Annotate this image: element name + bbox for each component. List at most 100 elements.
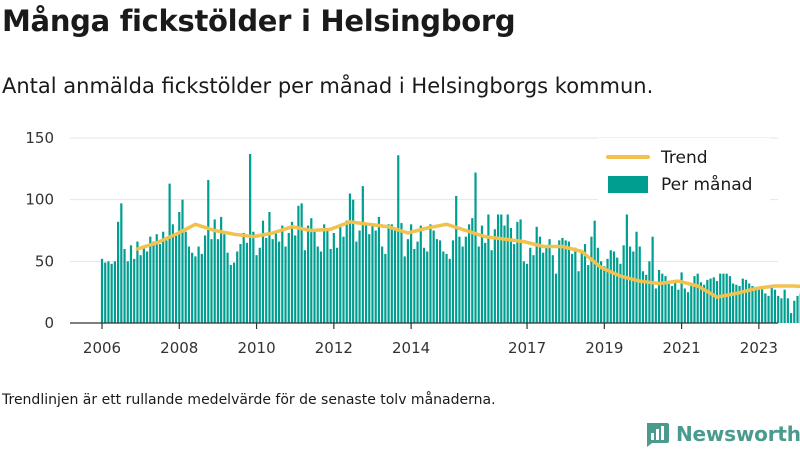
bar (194, 256, 197, 323)
brand-logo: Newsworthy (644, 420, 800, 448)
bar (384, 253, 387, 323)
bar (294, 235, 297, 323)
bar (777, 295, 780, 323)
bar (667, 283, 670, 323)
bar (699, 282, 703, 323)
x-tick-label: 2014 (392, 339, 430, 357)
bar (390, 224, 393, 323)
bar (316, 246, 319, 323)
bar (529, 247, 532, 323)
bar (480, 225, 484, 323)
bar (654, 288, 657, 323)
bar (748, 283, 751, 323)
bar (178, 212, 181, 323)
bar (545, 246, 548, 323)
bar (310, 218, 313, 323)
bar (191, 252, 194, 323)
bar (493, 229, 496, 323)
bar (761, 286, 764, 323)
legend-swatch-per-manad (608, 176, 648, 193)
bar (303, 250, 306, 323)
bar (397, 155, 400, 323)
bar (174, 234, 178, 323)
bar (326, 230, 329, 323)
bar (171, 224, 174, 323)
bar (703, 284, 706, 323)
y-tick-label: 150 (25, 129, 54, 147)
brand-name: Newsworthy (676, 422, 800, 446)
bar (355, 241, 358, 323)
bar (381, 246, 384, 323)
bar (113, 261, 116, 323)
bar (648, 261, 651, 323)
bar (249, 154, 252, 323)
bar (645, 274, 648, 323)
bar (290, 221, 294, 323)
bar (268, 212, 271, 323)
x-tick-label: 2019 (585, 339, 623, 357)
bar (455, 195, 458, 323)
bar (741, 278, 744, 323)
x-tick-label: 2006 (83, 339, 121, 357)
bar (274, 230, 277, 323)
bar (632, 251, 635, 323)
bar (335, 247, 339, 323)
bar (744, 279, 748, 323)
bar (252, 231, 255, 323)
bar (136, 241, 139, 323)
axes: 0 50 100 150 2006 2008 2010 2012 2014 2017 2019 202… (25, 129, 778, 357)
newsworthy-logo-icon (647, 423, 669, 447)
bar (110, 263, 113, 323)
bar (442, 251, 445, 323)
bar (686, 292, 690, 323)
bar (477, 246, 480, 323)
bar (767, 295, 770, 323)
bar (100, 258, 104, 323)
bar (210, 239, 213, 323)
bar (410, 224, 413, 323)
bar (525, 263, 529, 323)
bar (426, 251, 429, 323)
bar (162, 231, 165, 323)
bar (339, 225, 342, 323)
bar (226, 252, 229, 323)
bar (358, 230, 361, 323)
bar (236, 251, 239, 323)
bar (158, 244, 162, 323)
bar (149, 236, 152, 323)
bar (184, 231, 187, 323)
bar (332, 232, 335, 323)
bar (377, 216, 381, 323)
bar (500, 214, 503, 323)
bar (600, 261, 603, 323)
bar (764, 293, 767, 323)
bar (780, 298, 783, 323)
bar (271, 239, 274, 323)
legend-label-per-manad: Per månad (661, 174, 752, 195)
bar (261, 220, 265, 323)
bar (728, 276, 731, 323)
bar (461, 246, 464, 323)
bar (329, 249, 332, 323)
bar (484, 242, 487, 323)
bar (509, 228, 513, 323)
bar (145, 251, 149, 323)
bar (603, 266, 606, 323)
bar (413, 249, 416, 323)
chart-subtitle: Antal anmälda fickstölder per månad i He… (2, 74, 654, 98)
bar (313, 230, 316, 323)
bar (793, 300, 796, 323)
bar (548, 239, 551, 323)
bar (558, 240, 561, 323)
chart-area: 0 50 100 150 2006 2008 2010 2012 2014 2017 2019 202… (25, 129, 800, 357)
bar (638, 246, 641, 323)
bar (239, 244, 242, 323)
bar (306, 225, 310, 323)
bar (364, 224, 368, 323)
bar (612, 251, 616, 323)
bar (567, 241, 570, 323)
bar (429, 224, 432, 323)
bar (561, 237, 564, 323)
bar (258, 247, 261, 323)
bar (448, 258, 451, 323)
